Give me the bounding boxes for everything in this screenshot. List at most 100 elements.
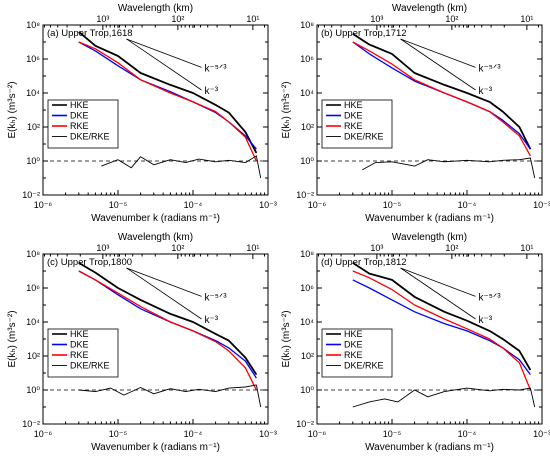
top-axis-title: Wavelength (km)	[118, 232, 193, 243]
y-tick-label: 10⁰	[26, 385, 40, 395]
slope-line-3	[126, 267, 202, 320]
legend-label: HKE	[70, 329, 89, 339]
slope-label: k⁻⁵ᐟ³	[205, 292, 228, 303]
y-tick-label: 10⁸	[300, 249, 314, 259]
legend-box	[47, 328, 119, 378]
y-tick-label: 10⁸	[26, 249, 40, 259]
legend-box	[47, 99, 119, 149]
series-line-rke	[78, 41, 257, 162]
legend-box	[321, 99, 393, 149]
series-line-hke	[352, 33, 532, 150]
slope-label: k⁻³	[479, 315, 493, 326]
legend-label: RKE	[70, 121, 89, 131]
series-group	[78, 31, 262, 179]
x-tick-label: 10⁻⁴	[184, 429, 203, 439]
series-line-dke-rke	[101, 155, 262, 179]
y-axis-title: E(kₕ) (m³s⁻²)	[281, 81, 292, 138]
panel-label: (c) Upper Trop,1800	[47, 257, 132, 268]
x-tick-label: 10⁻⁶	[308, 200, 327, 210]
y-tick-label: 10⁶	[300, 54, 314, 64]
top-tick-label: 10¹	[520, 243, 533, 253]
legend-label: DKE	[344, 340, 363, 350]
y-tick-label: 10⁶	[300, 283, 314, 293]
series-line-hke	[78, 262, 258, 376]
legend-label: HKE	[70, 100, 89, 110]
series-line-hke	[352, 262, 532, 371]
top-tick-label: 10³	[370, 243, 383, 253]
legend-label: RKE	[70, 350, 89, 360]
series-line-rke	[352, 270, 532, 391]
x-tick-label: 10⁻⁶	[308, 429, 327, 439]
slope-label: k⁻³	[205, 315, 219, 326]
panel-label: (a) Upper Trop,1618	[47, 28, 133, 39]
x-tick-label: 10⁻³	[259, 200, 277, 210]
slope-label: k⁻⁵ᐟ³	[479, 292, 502, 303]
slope-label: k⁻⁵ᐟ³	[205, 63, 228, 74]
x-tick-label: 10⁻⁵	[383, 200, 402, 210]
x-tick-label: 10⁻⁶	[34, 429, 53, 439]
series-line-rke	[352, 41, 531, 157]
slope-line-3	[126, 38, 202, 91]
x-tick-label: 10⁻⁴	[184, 200, 203, 210]
x-tick-label: 10⁻⁴	[458, 429, 477, 439]
series-line-dke-rke	[361, 157, 536, 179]
legend-label: DKE/RKE	[344, 132, 384, 142]
x-tick-label: 10⁻⁶	[34, 200, 53, 210]
legend-label: DKE	[344, 111, 363, 121]
legend-label: HKE	[344, 329, 363, 339]
panel-label: (d) Upper Trop,1812	[321, 257, 407, 268]
y-axis-title: E(kₕ) (m³s⁻²)	[7, 310, 18, 367]
y-tick-label: 10⁴	[300, 317, 314, 327]
y-tick-label: 10⁶	[26, 283, 40, 293]
x-tick-label: 10⁻⁵	[109, 429, 128, 439]
top-axis-title: Wavelength (km)	[392, 3, 467, 14]
y-tick-label: 10²	[301, 122, 314, 132]
x-axis-title: Wavenumber k (radians m⁻¹)	[91, 442, 220, 453]
panel-1: 10⁻⁶ 10⁻⁵ 10⁻⁴ 10⁻³ 10⁻² 10⁰ 10² 10⁴ 10⁶ 10⁸ 10³ 10…	[7, 3, 277, 224]
slope-line-3	[400, 267, 476, 320]
y-axis-title: E(kₕ) (m³s⁻²)	[281, 310, 292, 367]
slope-label: k⁻⁵ᐟ³	[479, 63, 502, 74]
series-line-dke-rke	[78, 384, 262, 408]
x-axis-title: Wavenumber k (radians m⁻¹)	[365, 213, 494, 224]
series-line-hke	[78, 31, 258, 154]
x-tick-label: 10⁻³	[533, 429, 550, 439]
x-tick-label: 10⁻⁵	[109, 200, 128, 210]
panel-2: 10⁻⁶ 10⁻⁵ 10⁻⁴ 10⁻³ 10⁻² 10⁰ 10² 10⁴ 10⁶ 10⁸ 10³ 10…	[281, 3, 550, 224]
top-tick-label: 10²	[445, 243, 458, 253]
series-line-dke-rke	[352, 387, 536, 408]
y-tick-label: 10⁶	[26, 54, 40, 64]
legend-label: RKE	[344, 121, 363, 131]
slope-line-5-3	[400, 38, 476, 68]
legend-label: DKE/RKE	[70, 361, 110, 371]
legend-label: RKE	[344, 350, 363, 360]
y-tick-label: 10⁻²	[22, 419, 40, 429]
slope-label: k⁻³	[205, 86, 219, 97]
legend-box	[321, 328, 393, 378]
y-tick-label: 10²	[27, 122, 40, 132]
slope-line-5-3	[126, 267, 202, 297]
top-tick-label: 10¹	[246, 243, 259, 253]
y-tick-label: 10⁸	[300, 20, 314, 30]
y-tick-label: 10⁸	[26, 20, 40, 30]
y-tick-label: 10⁴	[26, 88, 40, 98]
y-tick-label: 10⁻²	[296, 190, 314, 200]
y-tick-label: 10⁴	[300, 88, 314, 98]
x-tick-label: 10⁻⁵	[383, 429, 402, 439]
slope-line-3	[400, 38, 476, 91]
panel-3: 10⁻⁶ 10⁻⁵ 10⁻⁴ 10⁻³ 10⁻² 10⁰ 10² 10⁴ 10⁶ 10⁸ 10³ 10…	[7, 232, 277, 453]
series-group	[78, 262, 262, 408]
y-tick-label: 10²	[27, 351, 40, 361]
y-tick-label: 10⁻²	[22, 190, 40, 200]
x-axis-title: Wavenumber k (radians m⁻¹)	[365, 442, 494, 453]
top-tick-label: 10³	[96, 14, 109, 24]
legend-label: DKE	[70, 111, 89, 121]
series-group	[352, 262, 536, 408]
legend-label: DKE	[70, 340, 89, 350]
top-tick-label: 10³	[370, 14, 383, 24]
legend-label: DKE/RKE	[70, 132, 110, 142]
top-tick-label: 10¹	[246, 14, 259, 24]
top-tick-label: 10¹	[520, 14, 533, 24]
legend-label: DKE/RKE	[344, 361, 384, 371]
